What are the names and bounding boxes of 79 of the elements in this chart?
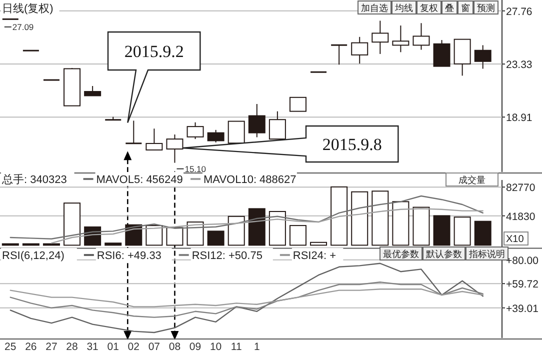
annotation: 均线 bbox=[394, 3, 413, 13]
annotation: 叠 bbox=[445, 3, 454, 13]
legend-label: MAVOL5: 456249 bbox=[96, 174, 183, 186]
x-tick-label: 08 bbox=[168, 341, 181, 353]
candlestick bbox=[474, 44, 492, 70]
annotation: 15.10 bbox=[184, 164, 206, 174]
x-tick-label: 31 bbox=[86, 341, 99, 353]
candlestick bbox=[84, 86, 102, 96]
bar bbox=[166, 227, 184, 246]
annotation: 最优参数 bbox=[383, 249, 419, 259]
x-tick-label: 27 bbox=[46, 341, 58, 353]
x-tick-label: 26 bbox=[25, 341, 37, 353]
annotation: 成交量 bbox=[458, 175, 486, 185]
legend-label: RSI12: +50.75 bbox=[192, 250, 262, 262]
annotation: 复权 bbox=[420, 3, 438, 13]
chart-title: 日线(复权) bbox=[2, 2, 54, 15]
bar bbox=[310, 242, 328, 246]
y-tick-label: 18.91 bbox=[506, 112, 532, 124]
legend-label: MAVOL10: 488627 bbox=[204, 174, 296, 186]
bar bbox=[104, 242, 122, 246]
line-series bbox=[10, 282, 484, 318]
bar bbox=[248, 208, 266, 246]
y-tick-label: 41830 bbox=[506, 210, 536, 223]
bar bbox=[228, 216, 245, 246]
candlestick bbox=[331, 44, 348, 66]
candlestick bbox=[146, 128, 163, 150]
bar bbox=[330, 186, 348, 246]
x-tick-label: 01 bbox=[107, 341, 120, 353]
annotation: 默认参数 bbox=[425, 249, 462, 259]
y-tick-label: +80.00 bbox=[506, 254, 539, 267]
annotation: 窗 bbox=[461, 3, 470, 13]
line-series bbox=[50, 208, 484, 244]
candlestick bbox=[126, 120, 142, 144]
x-tick-label: 11 bbox=[230, 341, 242, 353]
x-tick-label: 10 bbox=[210, 341, 222, 353]
annotation: 指标说明 bbox=[468, 249, 505, 259]
candlestick bbox=[248, 104, 266, 138]
candlestick bbox=[228, 120, 245, 144]
line-series bbox=[10, 262, 484, 334]
candlestick bbox=[207, 129, 224, 143]
candlestick bbox=[166, 134, 184, 164]
line-series bbox=[10, 288, 484, 308]
y-tick-label: 27.76 bbox=[506, 6, 532, 18]
y-tick-label: +39.01 bbox=[506, 302, 539, 315]
bar bbox=[186, 222, 204, 246]
bar bbox=[146, 225, 163, 246]
x-tick-label: 25 bbox=[4, 341, 16, 353]
annotation: 加自选 bbox=[361, 3, 388, 13]
candlestick bbox=[351, 36, 368, 64]
annotation: 27.09 bbox=[12, 22, 34, 32]
candlestick bbox=[268, 110, 286, 140]
annotation: 预测 bbox=[477, 3, 495, 13]
annotation: 总手: 340323 bbox=[1, 173, 67, 186]
x-tick-label: 28 bbox=[66, 341, 78, 353]
x-tick-label: 02 bbox=[128, 341, 140, 353]
x-tick-label: 09 bbox=[189, 341, 202, 353]
y-tick-label: +59.72 bbox=[506, 278, 539, 291]
candlestick bbox=[392, 25, 410, 53]
line-series bbox=[10, 195, 484, 240]
x-tick-label: 1 bbox=[254, 341, 260, 353]
candlestick bbox=[372, 20, 389, 54]
annotation: 2015.9.2 bbox=[124, 42, 184, 61]
candlestick bbox=[412, 22, 430, 50]
y-tick-label: 23.33 bbox=[506, 59, 532, 72]
legend-label: RSI6: +49.33 bbox=[96, 250, 162, 262]
candlestick bbox=[433, 40, 450, 67]
candlestick bbox=[186, 122, 204, 140]
y-tick-label: 82770 bbox=[506, 182, 536, 194]
candlestick bbox=[289, 96, 306, 112]
bar bbox=[289, 225, 306, 246]
bar bbox=[64, 202, 81, 246]
bar bbox=[351, 191, 368, 246]
legend-label: RSI24: + bbox=[292, 250, 336, 262]
chart-title: RSI(6,12,24) bbox=[2, 250, 64, 262]
x-tick-label: 07 bbox=[148, 341, 160, 353]
bar bbox=[268, 210, 286, 246]
text: X10 bbox=[506, 234, 524, 245]
bar bbox=[207, 230, 224, 246]
annotation: 2015.9.8 bbox=[322, 135, 382, 154]
